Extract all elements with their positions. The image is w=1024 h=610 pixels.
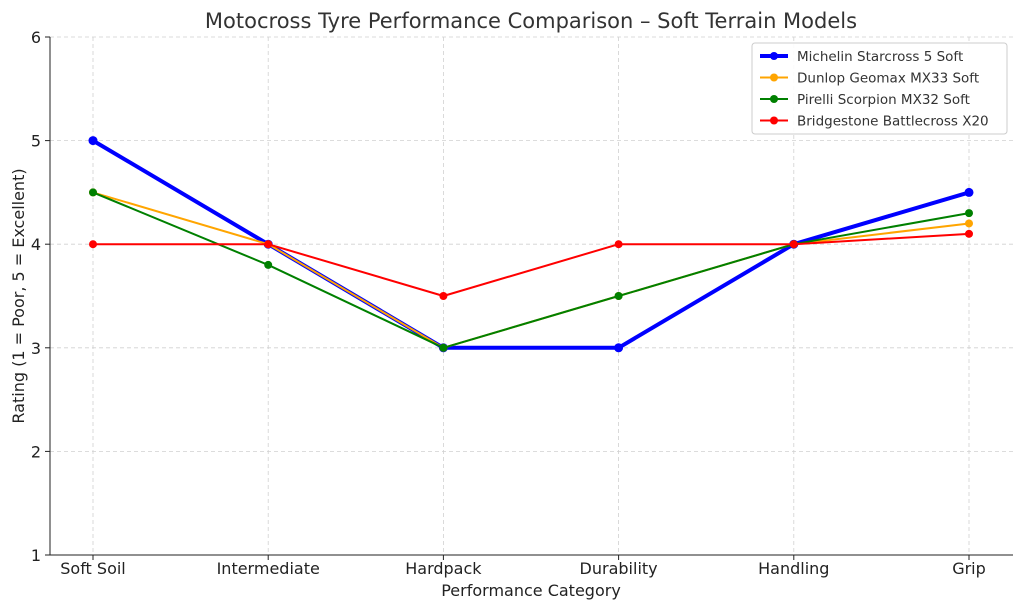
data-point [264, 260, 273, 269]
y-tick-label: 2 [31, 442, 41, 461]
legend-swatch-marker [770, 95, 778, 103]
x-tick-label: Durability [580, 559, 658, 578]
data-point [89, 240, 97, 249]
legend: Michelin Starcross 5 Soft Dunlop Geomax M… [751, 42, 1008, 135]
legend-label: Pirelli Scorpion MX32 Soft [797, 92, 970, 108]
data-point [439, 292, 448, 300]
data-point [964, 187, 974, 197]
axes: Soft Soil Intermediate Hardpack Durability H… [31, 28, 1013, 578]
data-point [89, 188, 97, 197]
legend-box [751, 42, 1008, 135]
data-point [614, 343, 624, 353]
x-tick-label: Soft Soil [60, 559, 126, 578]
x-tick-label: Hardpack [405, 559, 482, 578]
chart-title: Motocross Tyre Performance Comparison – … [205, 9, 857, 33]
series-line [93, 232, 970, 297]
data-point [965, 219, 973, 228]
y-tick-label: 6 [31, 28, 41, 47]
series-group [88, 136, 974, 353]
x-tick-label: Grip [952, 559, 986, 578]
y-tick-label: 3 [31, 339, 41, 358]
data-point [439, 343, 448, 352]
legend-swatch-marker [770, 116, 778, 125]
y-tick-label: 5 [31, 132, 41, 151]
y-axis-label: Rating (1 = Poor, 5 = Excellent) [9, 168, 28, 423]
data-point [88, 136, 98, 146]
y-tick-label: 4 [31, 235, 41, 254]
series-line [92, 191, 970, 349]
x-tick-label: Handling [758, 559, 829, 578]
x-tick-label: Intermediate [217, 559, 320, 578]
data-point [614, 240, 623, 249]
data-point [614, 292, 623, 300]
data-point [965, 209, 973, 218]
y-tick-label: 1 [31, 546, 41, 565]
data-point [264, 240, 273, 249]
series-line [91, 138, 970, 350]
legend-label: Dunlop Geomax MX33 Soft [797, 71, 979, 87]
x-axis-label: Performance Category [441, 581, 621, 600]
data-point [965, 229, 973, 238]
legend-swatch-marker [770, 52, 778, 60]
legend-label: Michelin Starcross 5 Soft [797, 49, 963, 65]
legend-swatch-marker [770, 73, 778, 82]
data-point [789, 240, 798, 249]
legend-label: Bridgestone Battlecross X20 [797, 114, 989, 130]
